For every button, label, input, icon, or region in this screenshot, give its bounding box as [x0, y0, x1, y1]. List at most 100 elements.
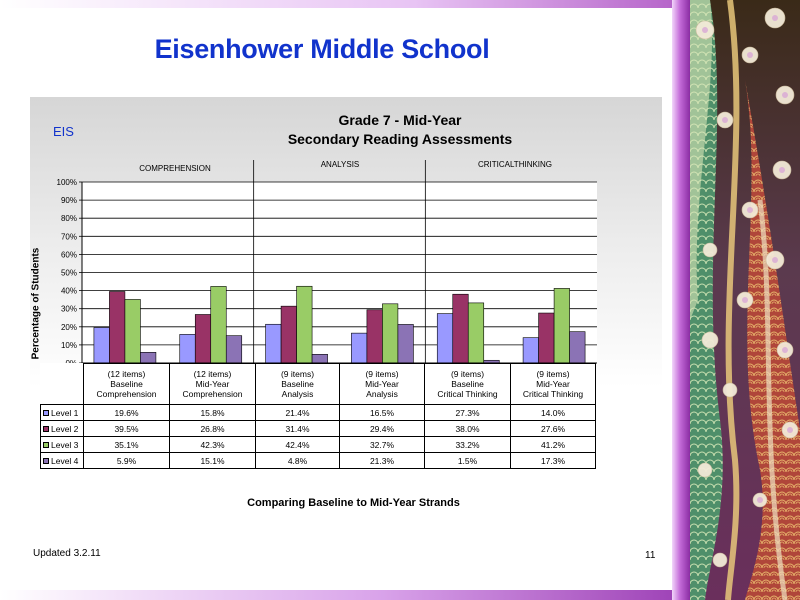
- table-cell: 15.8%: [169, 404, 256, 421]
- chart-title: Grade 7 - Mid-Year: [338, 112, 462, 128]
- table-cell: 14.0%: [510, 404, 596, 421]
- table-cell: 31.4%: [255, 420, 340, 437]
- table-cell: 35.1%: [83, 436, 170, 453]
- bar-level-1: [436, 313, 454, 364]
- bar-level-1: [265, 323, 282, 364]
- bar-level-2: [280, 305, 297, 364]
- table-cell: 19.6%: [83, 404, 170, 421]
- table-row: Level 2 39.5% 26.8% 31.4% 29.4% 38.0% 27.6%: [40, 420, 596, 437]
- bar-level-4: [569, 331, 586, 364]
- table-cell: 42.3%: [169, 436, 256, 453]
- bar-level-3: [382, 303, 399, 364]
- category-header: (9 items) Mid-Year Analysis: [339, 363, 425, 405]
- bar-level-2: [366, 309, 383, 364]
- bar-level-3: [296, 285, 313, 364]
- frame-top-border: [0, 0, 690, 8]
- table-cell: 4.8%: [255, 452, 340, 469]
- y-tick-label: 70%: [61, 232, 77, 241]
- legend-label: Level 4: [51, 455, 79, 466]
- bar-level-2: [109, 291, 126, 364]
- table-cell: 42.4%: [255, 436, 340, 453]
- chart-subtitle: Secondary Reading Assessments: [287, 131, 513, 147]
- frame-right-border: [672, 0, 690, 600]
- table-cell: 38.0%: [424, 420, 511, 437]
- legend-entry: Level 4: [40, 452, 84, 469]
- strand-label-analysis: ANALYSIS: [320, 160, 360, 169]
- y-tick-label: 40%: [61, 287, 77, 296]
- table-cell: 5.9%: [83, 452, 170, 469]
- table-cell: 17.3%: [510, 452, 596, 469]
- table-cell: 27.3%: [424, 404, 511, 421]
- updated-date: Updated 3.2.11: [33, 548, 101, 559]
- table-cell: 21.4%: [255, 404, 340, 421]
- table-cell: 27.6%: [510, 420, 596, 437]
- table-body: Level 1 19.6% 15.8% 21.4% 16.5% 27.3% 14.0% Lev…: [40, 404, 596, 469]
- bar-level-1: [179, 334, 196, 364]
- legend-label: Level 1: [51, 407, 79, 418]
- strand-label-comprehension: COMPREHENSION: [139, 164, 211, 173]
- floral-decoration: [690, 0, 800, 600]
- legend-swatch: [43, 426, 49, 433]
- category-header: (12 items) Mid-Year Comprehension: [169, 363, 256, 405]
- table-cell: 15.1%: [169, 452, 256, 469]
- bar-level-1: [93, 327, 110, 364]
- slide-title: Eisenhower Middle School: [154, 34, 490, 64]
- frame-bottom-border: [0, 590, 690, 600]
- bar-level-1: [522, 337, 539, 364]
- table-row: Level 4 5.9% 15.1% 4.8% 21.3% 1.5% 17.3%: [40, 452, 596, 469]
- table-cell: 29.4%: [339, 420, 425, 437]
- y-tick-label: 60%: [61, 250, 77, 259]
- legend-swatch: [43, 458, 49, 465]
- category-header: (12 items) Baseline Comprehension: [83, 363, 170, 405]
- y-tick-label: 20%: [61, 323, 77, 332]
- table-cell: 39.5%: [83, 420, 170, 437]
- legend-entry: Level 1: [40, 404, 84, 421]
- category-header: (9 items) Baseline Analysis: [255, 363, 340, 405]
- category-header: (9 items) Baseline Critical Thinking: [424, 363, 511, 405]
- legend-swatch: [43, 442, 49, 449]
- y-tick-label: 100%: [57, 178, 77, 187]
- bars: [93, 285, 586, 364]
- bar-level-4: [311, 354, 328, 364]
- bar-level-4: [225, 335, 243, 364]
- legend-entry: Level 2: [40, 420, 84, 437]
- table-cell: 21.3%: [339, 452, 425, 469]
- x-axis-label: Comparing Baseline to Mid-Year Strands: [247, 497, 460, 509]
- bar-level-3: [124, 299, 141, 364]
- y-tick-label: 10%: [61, 341, 77, 350]
- bar-level-4: [140, 352, 157, 364]
- table-cell: 32.7%: [339, 436, 425, 453]
- data-table: (12 items) Baseline Comprehension (12 item…: [40, 363, 596, 469]
- legend-label: Level 2: [51, 423, 79, 434]
- table-cell: 16.5%: [339, 404, 425, 421]
- y-axis-ticks: 0%10%20%30%40%50%60%70%80%90%100%: [57, 178, 82, 368]
- legend-swatch: [43, 410, 49, 417]
- bar-level-2: [194, 314, 212, 364]
- y-tick-label: 90%: [61, 196, 77, 205]
- table-corner: [40, 363, 84, 405]
- y-axis-label: Percentage of Students: [30, 247, 42, 360]
- gridlines: [82, 181, 597, 364]
- bar-level-3: [553, 288, 570, 364]
- table-row: Level 1 19.6% 15.8% 21.4% 16.5% 27.3% 14.0%: [40, 404, 596, 421]
- category-header: (9 items) Mid-Year Critical Thinking: [510, 363, 596, 405]
- bar-level-3: [467, 302, 485, 364]
- bar-level-2: [452, 293, 469, 364]
- table-cell: 33.2%: [424, 436, 511, 453]
- y-tick-label: 30%: [61, 305, 77, 314]
- table-cell: 1.5%: [424, 452, 511, 469]
- strand-label-critical-thinking: CRITICALTHINKING: [477, 160, 553, 169]
- table-cell: 26.8%: [169, 420, 256, 437]
- school-code-label: EIS: [53, 124, 74, 139]
- table-cell: 41.2%: [510, 436, 596, 453]
- table-row: Level 3 35.1% 42.3% 42.4% 32.7% 33.2% 41.2%: [40, 436, 596, 453]
- legend-entry: Level 3: [40, 436, 84, 453]
- y-tick-label: 50%: [61, 269, 77, 278]
- bar-level-2: [538, 312, 555, 364]
- bar-level-1: [351, 332, 368, 364]
- page-number: 11: [645, 550, 656, 561]
- legend-label: Level 3: [51, 439, 79, 450]
- bar-level-3: [210, 286, 227, 364]
